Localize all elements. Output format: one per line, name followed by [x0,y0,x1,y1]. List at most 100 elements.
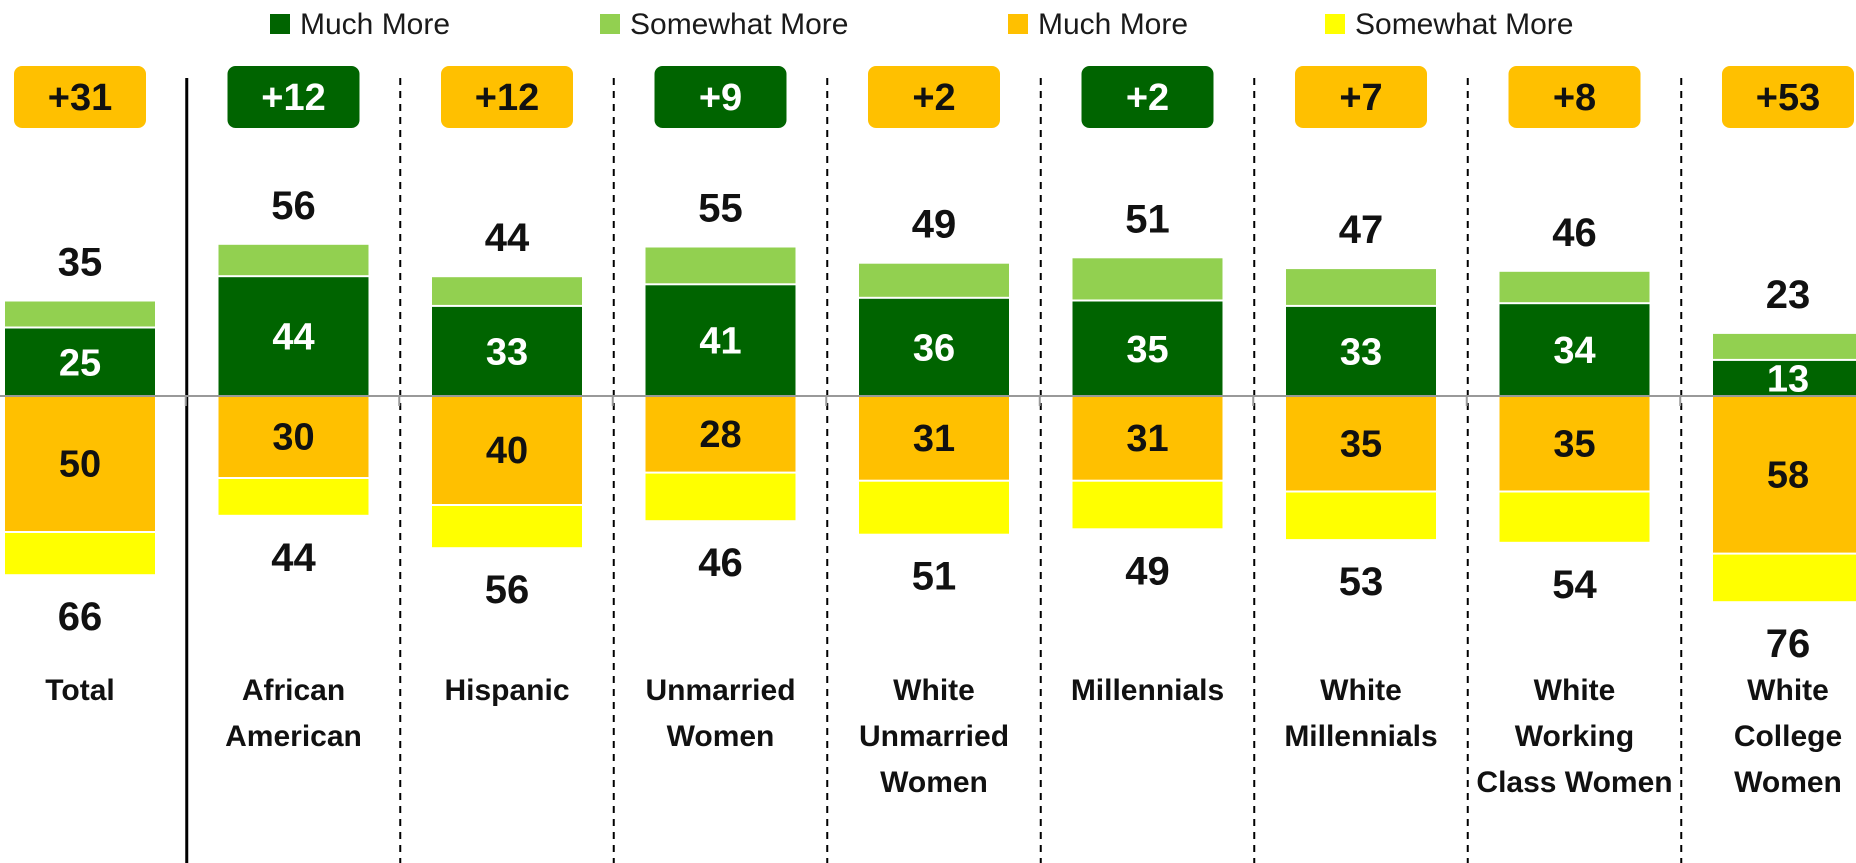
bar-somewhat-more-negative [432,506,582,548]
bar-much-more-positive [432,306,582,396]
bar-somewhat-more-positive [432,277,582,305]
category-label-line: American [225,720,362,753]
much-more-negative-value: 35 [1340,423,1382,465]
bar-somewhat-more-negative [1072,481,1223,529]
bar-much-more-negative [218,396,369,477]
bar-much-more-positive [1499,304,1650,396]
category-label-line: Women [667,720,775,753]
labels-layer: 25 50 35 66 +31 Total 44 30 56 44 +12 African Americ… [14,66,1854,799]
category-label-line: Hispanic [444,674,569,707]
bar-much-more-negative [859,396,1009,480]
category-label-line: Class Women [1476,766,1672,799]
much-more-negative-value: 40 [486,430,528,472]
net-difference-box [441,66,573,128]
net-difference-box [1722,66,1854,128]
bar-somewhat-more-positive [859,263,1009,297]
much-more-positive-value: 13 [1767,358,1809,400]
legend-swatch [1008,14,1028,34]
much-more-negative-value: 28 [699,414,741,456]
bar-much-more-positive [859,298,1009,396]
category-label-line: White [893,674,975,707]
bar-much-more-negative [1072,396,1223,480]
legend-swatch [600,14,620,34]
bar-much-more-positive [645,285,796,396]
net-difference-label: +12 [475,77,539,119]
bar-much-more-negative [432,396,582,504]
much-more-negative-value: 58 [1767,454,1809,496]
category-label-line: White [1747,674,1829,707]
negative-total-label: 44 [271,536,316,580]
negative-total-label: 66 [58,595,103,639]
bar-somewhat-more-negative [5,533,155,575]
legend-label: Much More [1038,8,1188,41]
net-difference-label: +9 [699,77,742,119]
bar-much-more-negative [1713,396,1856,553]
group-separators [185,78,1683,863]
bar-somewhat-more-negative [1713,554,1856,602]
category-label: Millennials [1071,674,1224,707]
bar-somewhat-more-positive [1286,269,1436,305]
positive-total-label: 56 [271,184,316,228]
positive-total-label: 23 [1766,273,1811,317]
category-label-line: Working [1515,720,1634,753]
category-label-line: African [242,674,345,707]
much-more-positive-value: 33 [486,331,528,373]
bar-much-more-positive [1286,306,1436,396]
bars-layer [5,244,1856,602]
positive-total-label: 51 [1125,197,1170,241]
positive-total-label: 49 [912,203,957,247]
bar-much-more-negative [1286,396,1436,491]
bar-somewhat-more-positive [5,301,155,327]
category-label: White Millennials [1284,674,1437,753]
net-difference-label: +31 [48,77,112,119]
negative-total-label: 76 [1766,622,1811,666]
zero-axis [0,395,1856,406]
much-more-positive-value: 36 [913,327,955,369]
bar-somewhat-more-positive [1499,271,1650,303]
net-difference-label: +53 [1756,77,1820,119]
net-difference-box [868,66,1000,128]
positive-total-label: 44 [485,216,530,260]
bar-somewhat-more-negative [645,473,796,521]
category-label: White Unmarried Women [859,674,1009,799]
bar-somewhat-more-negative [1286,492,1436,540]
bar-much-more-positive [1072,301,1223,396]
bar-much-more-positive [1713,360,1856,396]
category-label-line: College [1734,720,1842,753]
legend-label: Somewhat More [1355,8,1573,41]
category-label-line: Millennials [1284,720,1437,753]
much-more-negative-value: 50 [59,444,101,486]
bar-much-more-negative [1499,396,1650,491]
much-more-negative-value: 35 [1553,423,1595,465]
bar-much-more-negative [5,396,155,531]
positive-total-label: 35 [58,241,103,285]
much-more-positive-value: 25 [59,342,101,384]
category-label: White College Women [1734,674,1842,799]
negative-total-label: 56 [485,568,530,612]
category-label: White Working Class Women [1476,674,1672,799]
net-difference-box [1081,66,1214,128]
category-label-line: White [1534,674,1616,707]
category-label-line: White [1320,674,1402,707]
positive-total-label: 55 [698,187,743,231]
net-difference-box [1508,66,1641,128]
net-difference-label: +2 [1126,77,1169,119]
negative-total-label: 46 [698,541,743,585]
legend-swatch [270,14,290,34]
category-label: African American [225,674,362,753]
much-more-negative-value: 30 [272,417,314,459]
bar-somewhat-more-positive [1072,258,1223,300]
category-label-line: Unmarried [645,674,795,707]
bar-much-more-positive [5,328,155,396]
chart-legend: Much More Somewhat More Much More Somewhat … [270,8,1573,41]
net-difference-label: +2 [912,77,955,119]
legend-label: Somewhat More [630,8,848,41]
bar-somewhat-more-negative [859,481,1009,534]
much-more-negative-value: 31 [1126,418,1168,460]
much-more-positive-value: 33 [1340,331,1382,373]
category-label-line: Unmarried [859,720,1009,753]
net-difference-label: +7 [1339,77,1382,119]
negative-total-label: 51 [912,555,957,599]
bar-much-more-positive [218,277,369,396]
